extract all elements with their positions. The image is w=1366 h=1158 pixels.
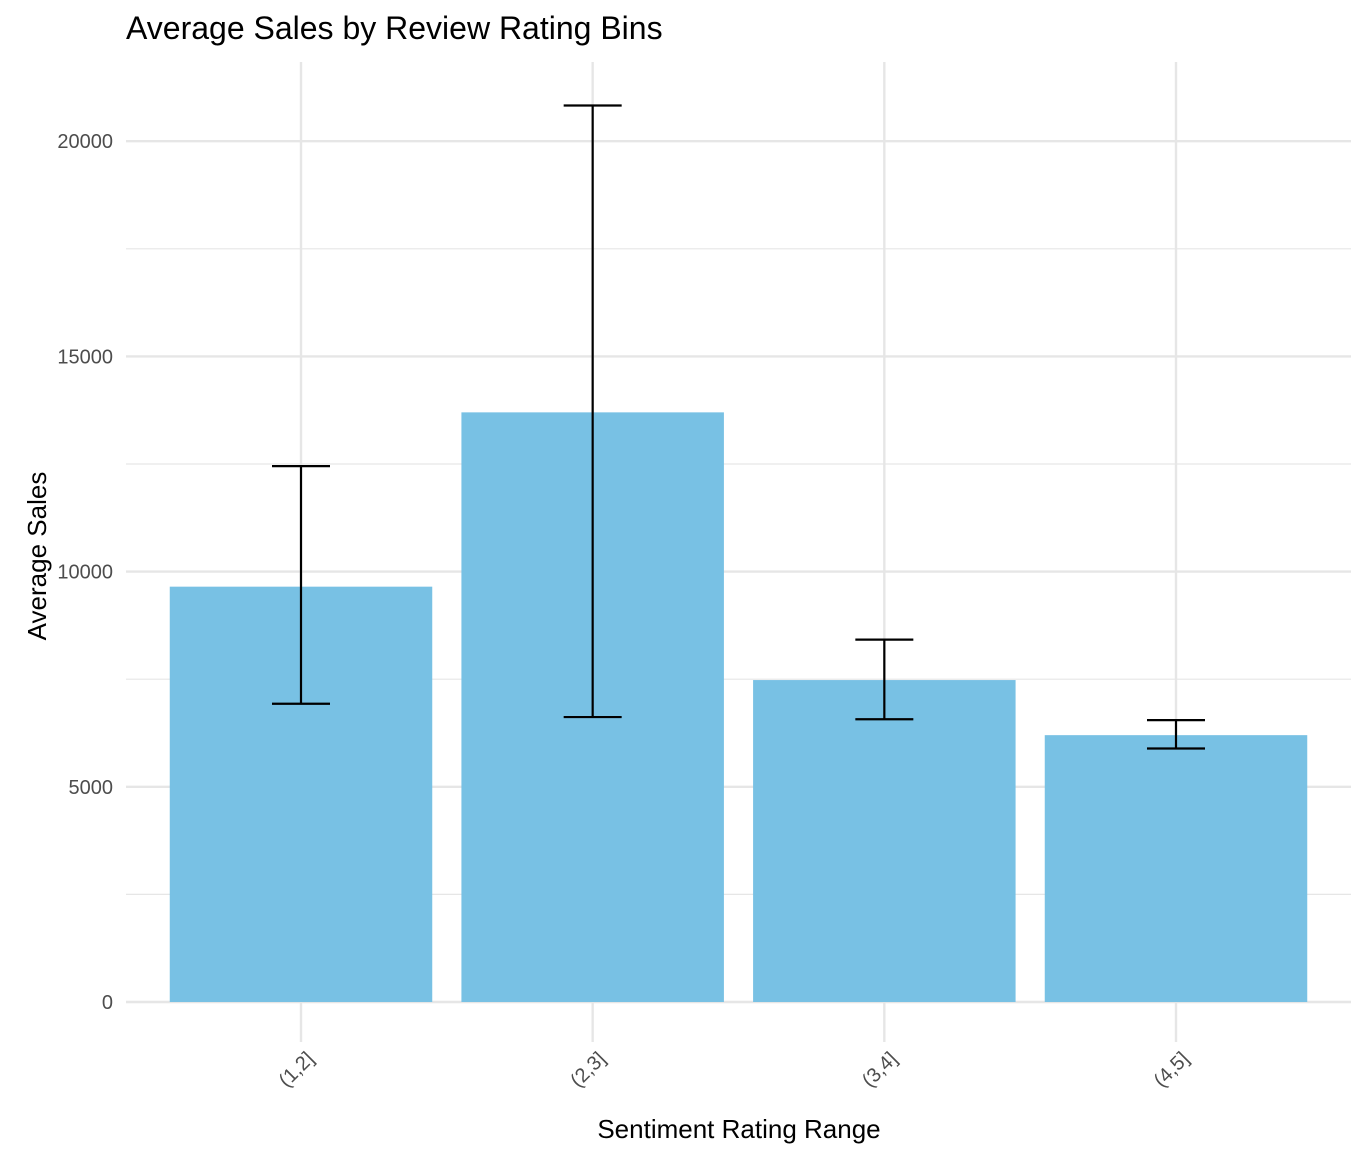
x-axis-title: Sentiment Rating Range: [597, 1114, 880, 1144]
x-tick-label: (1,2]: [275, 1048, 319, 1092]
y-tick-label: 15000: [57, 346, 113, 368]
error-bar-3: [855, 638, 914, 721]
y-axis-title: Average Sales: [22, 472, 52, 641]
error-bar-2: [563, 104, 622, 719]
x-tick-label: (2,3]: [566, 1048, 610, 1092]
chart-title: Average Sales by Review Rating Bins: [126, 10, 663, 46]
error-bar-4: [1147, 718, 1205, 750]
x-tick-label: (3,4]: [858, 1048, 902, 1092]
y-tick-label: 10000: [57, 562, 113, 584]
x-axis-ticks: (1,2] (2,3] (3,4] (4,5]: [275, 1048, 1194, 1092]
x-tick-label: (4,5]: [1150, 1048, 1194, 1092]
error-bar-1: [272, 465, 330, 705]
y-axis-ticks: 0 5000 10000 15000 20000: [57, 131, 113, 1014]
bar-3: [753, 680, 1016, 1002]
y-tick-label: 20000: [57, 131, 113, 153]
bar-4: [1044, 735, 1308, 1002]
y-tick-label: 5000: [69, 777, 114, 799]
bars: [169, 412, 1308, 1002]
y-tick-label: 0: [102, 992, 113, 1014]
error-bars: [272, 104, 1205, 750]
